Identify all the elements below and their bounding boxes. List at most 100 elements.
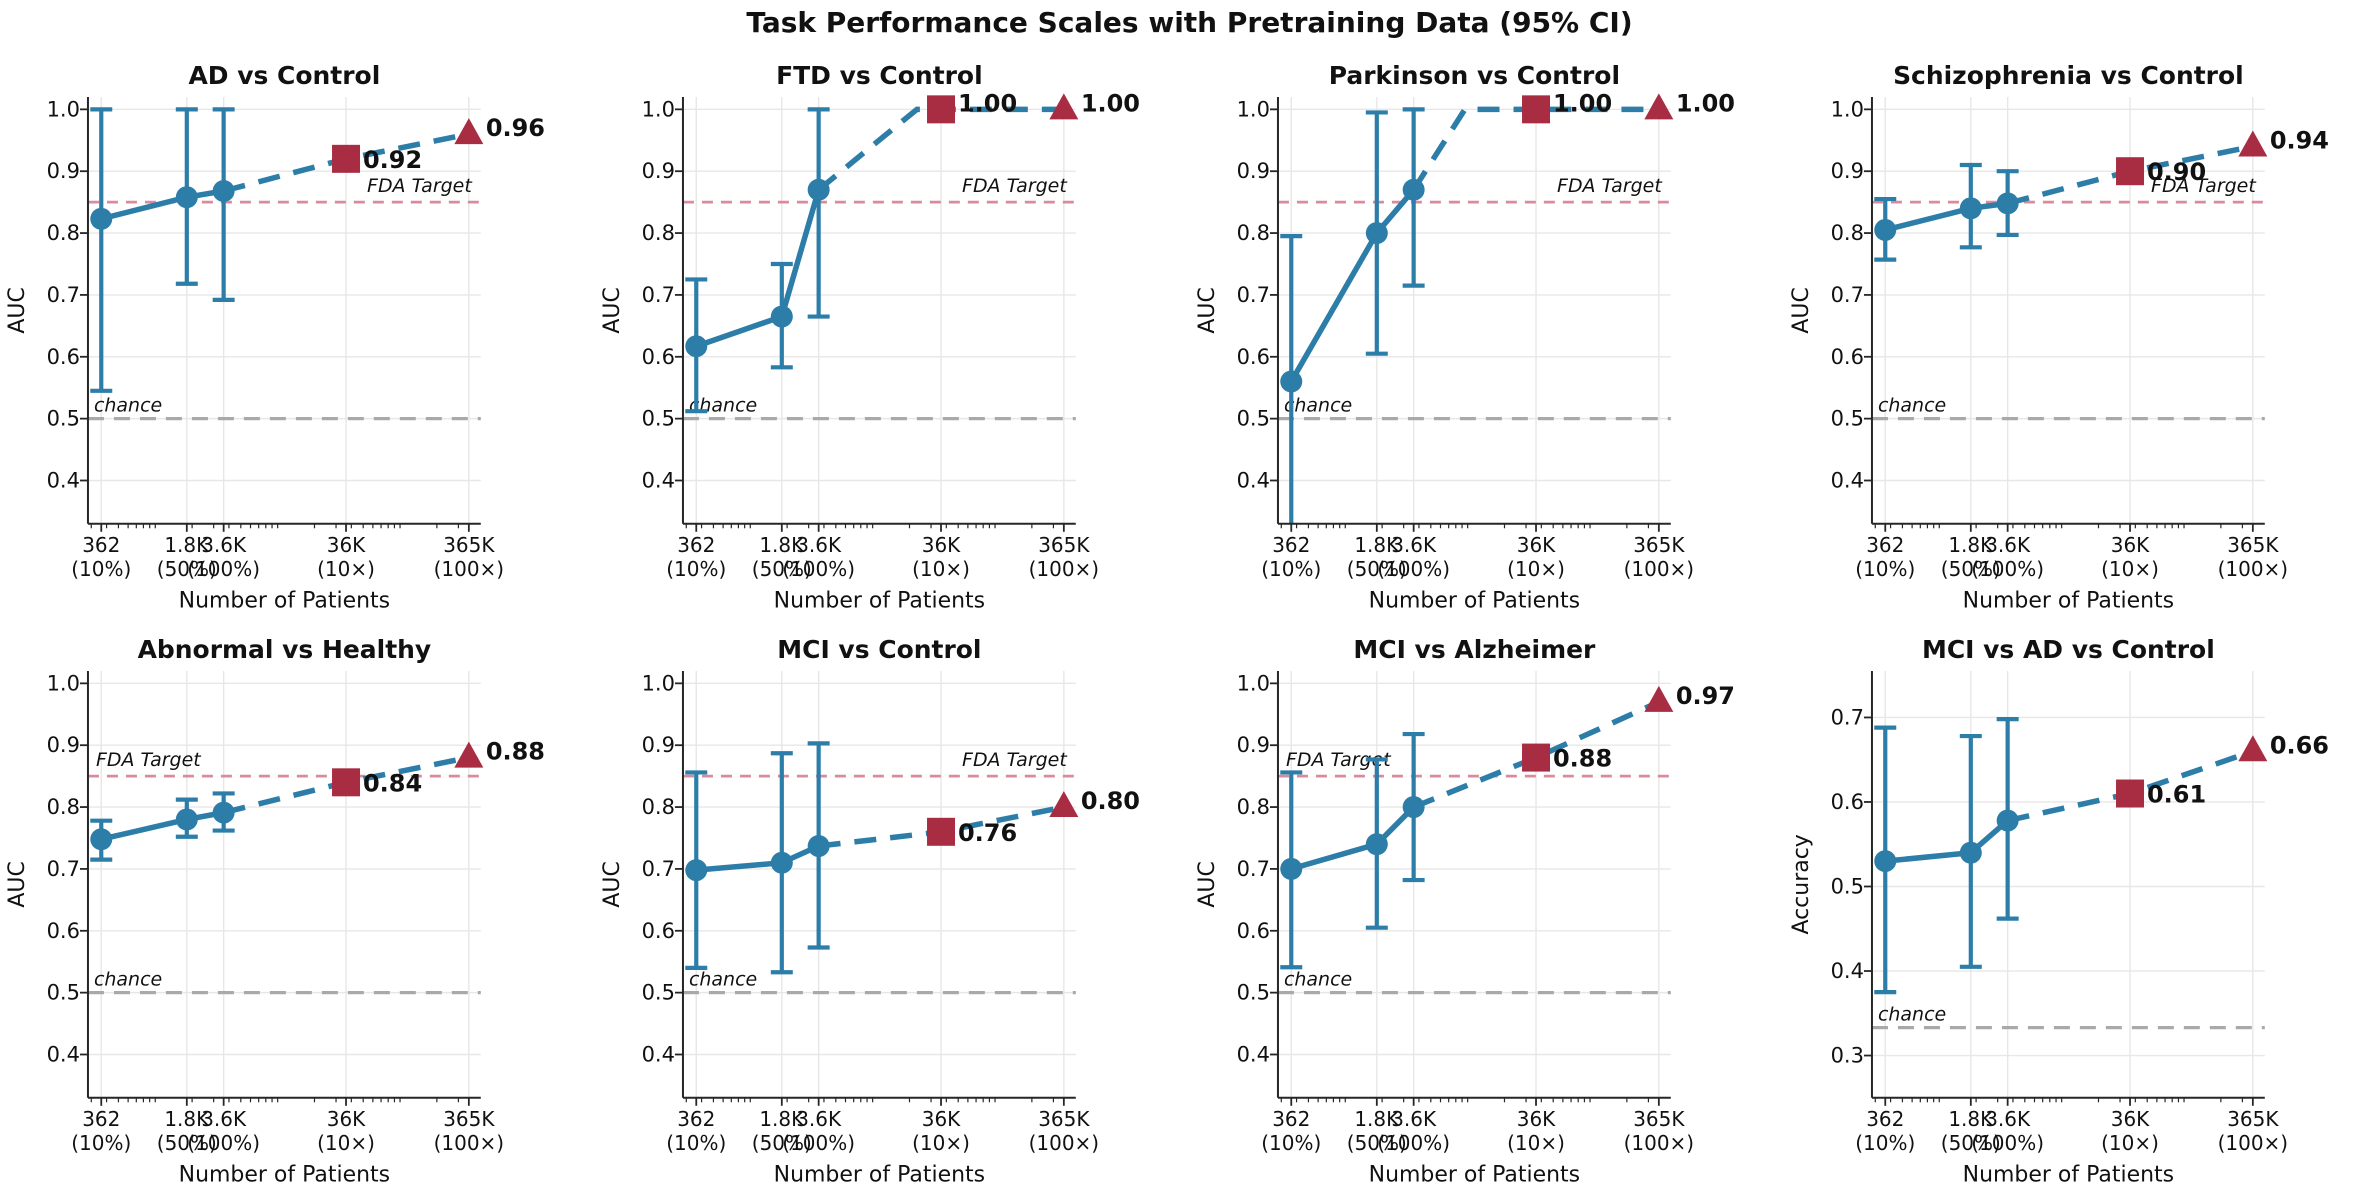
subplot-mci-vs-control: FDA Target chance 0.76 0.80 0.4 0.5 0.6 0.7 0.8 0…: [595, 616, 1190, 1188]
axis-ticks: [79, 108, 470, 532]
measured-point: [175, 808, 198, 831]
chance-label: chance: [94, 395, 162, 417]
y-axis-label: AUC: [5, 287, 30, 333]
x-tick-label-pct: (10×): [1507, 557, 1565, 581]
y-tick-label: 0.7: [1236, 857, 1269, 881]
x-tick-label-count: 362: [82, 1107, 120, 1131]
y-tick-label: 0.5: [641, 980, 674, 1004]
subplot-title: Schizophrenia vs Control: [1893, 61, 2244, 90]
chance-label: chance: [94, 968, 162, 990]
x-tick-label-count: 3.6K: [1391, 1107, 1437, 1131]
y-tick-label: 0.9: [47, 159, 80, 183]
measured-point: [1279, 857, 1302, 880]
x-tick-label-pct: (100×): [1623, 557, 1693, 581]
y-tick-label: 0.7: [47, 283, 80, 307]
measured-point: [1960, 197, 1983, 220]
x-tick-label-pct: (10%): [1261, 1131, 1321, 1155]
measured-point: [685, 335, 708, 358]
y-tick-label: 0.9: [1236, 733, 1269, 757]
x-axis-label: Number of Patients: [773, 1163, 984, 1188]
x-tick-label-count: 36K: [922, 533, 961, 557]
x-tick-label-count: 36K: [327, 533, 366, 557]
y-tick-label: 0.6: [1236, 919, 1269, 943]
x-tick-label-count: 362: [677, 1107, 715, 1131]
x-tick-label-count: 365K: [1038, 533, 1090, 557]
error-bars: [90, 107, 235, 393]
extrapolated-square-marker: [2116, 779, 2145, 808]
extrapolated-square-marker: [1521, 743, 1550, 772]
subplot-title: MCI vs Alzheimer: [1353, 635, 1596, 664]
x-tick-label-count: 1.8K: [164, 1107, 210, 1131]
x-tick-label-count: 365K: [443, 533, 495, 557]
chance-label: chance: [1878, 395, 1946, 417]
measured-line: [693, 843, 822, 873]
x-tick-label-count: 3.6K: [1391, 533, 1437, 557]
extrapolated-value-label: 1.00: [1081, 89, 1140, 117]
extrapolated-value-label: 0.84: [363, 769, 422, 797]
axis-ticks: [1269, 108, 1660, 532]
extrapolated-triangle-marker: [1643, 685, 1673, 712]
measured-point: [1279, 370, 1302, 393]
x-tick-label-count: 36K: [327, 1107, 366, 1131]
extrapolated-value-label: 0.88: [486, 737, 545, 765]
y-tick-label: 0.8: [47, 221, 80, 245]
y-tick-label: 0.5: [1831, 874, 1864, 898]
measured-point: [770, 305, 793, 328]
axis-ticks: [674, 108, 1065, 532]
x-tick-label-count: 365K: [1038, 1107, 1090, 1131]
extrapolated-triangle-marker: [454, 741, 484, 768]
y-tick-label: 0.9: [1236, 159, 1269, 183]
x-axis-label: Number of Patients: [179, 1163, 390, 1188]
y-tick-label: 0.4: [1831, 959, 1864, 983]
gridlines: [1872, 670, 2266, 1098]
x-tick-label-pct: (10%): [71, 557, 131, 581]
measured-point: [212, 801, 235, 824]
subplot-canvas-abnormal-vs-healthy: FDA Target chance 0.84 0.88 0.4 0.5 0.6 0.7 0.8 0…: [5, 635, 545, 1188]
y-tick-label: 1.0: [641, 97, 674, 121]
extrapolated-value-label: 1.00: [1553, 89, 1612, 117]
y-tick-label: 0.4: [1236, 468, 1269, 492]
y-tick-label: 0.4: [47, 1042, 80, 1066]
measured-point: [1365, 832, 1388, 855]
x-tick-label-pct: (10%): [666, 557, 726, 581]
x-tick-label-count: 362: [82, 533, 120, 557]
extrapolated-square-marker: [1521, 95, 1550, 124]
measured-line: [1288, 187, 1416, 385]
x-tick-label-pct: (100×): [434, 557, 504, 581]
subplot-abnormal-vs-healthy: FDA Target chance 0.84 0.88 0.4 0.5 0.6 0.7 0.8 0…: [0, 616, 595, 1188]
extrapolated-triangle-marker: [1049, 790, 1079, 817]
y-axis-label: AUC: [1789, 287, 1814, 333]
x-tick-label-pct: (100×): [434, 1131, 504, 1155]
error-bars: [685, 107, 830, 414]
x-tick-label-count: 365K: [2227, 533, 2279, 557]
measured-point: [1960, 841, 1983, 864]
error-bars: [685, 740, 830, 975]
extrapolated-value-label: 0.76: [958, 819, 1017, 847]
y-tick-label: 1.0: [641, 671, 674, 695]
y-tick-label: 0.6: [1831, 345, 1864, 369]
x-tick-label-count: 36K: [2111, 1107, 2150, 1131]
fda-target-label: FDA Target: [1285, 749, 1391, 771]
y-tick-label: 0.4: [1831, 468, 1864, 492]
extrapolated-value-label: 0.94: [2270, 126, 2329, 154]
x-tick-label-pct: (10×): [912, 557, 970, 581]
y-tick-label: 0.6: [1831, 790, 1864, 814]
x-tick-label-pct: (100×): [1028, 557, 1098, 581]
y-tick-label: 0.7: [1831, 283, 1864, 307]
x-tick-label-pct: (50%): [157, 557, 217, 581]
chance-label: chance: [1283, 395, 1351, 417]
trend-lines: [1288, 699, 1660, 872]
x-axis-label: Number of Patients: [1963, 1163, 2174, 1188]
y-tick-label: 1.0: [47, 671, 80, 695]
extrapolated-value-label: 1.00: [958, 89, 1017, 117]
extrapolated-square-marker: [2116, 157, 2145, 186]
x-tick-label-pct: (100×): [1028, 1131, 1098, 1155]
measured-point: [175, 186, 198, 209]
x-axis-label: Number of Patients: [1368, 589, 1579, 614]
extrapolated-value-label: 0.61: [2147, 780, 2206, 808]
extrapolated-triangle-marker: [2238, 735, 2268, 762]
subplot-canvas-ftd-vs-control: FDA Target chance 1.00 1.00 0.4 0.5 0.6 0.7 0.8 0…: [600, 61, 1140, 614]
y-tick-label: 1.0: [1236, 671, 1269, 695]
x-tick-label-pct: (10%): [1856, 557, 1916, 581]
y-tick-label: 0.5: [47, 407, 80, 431]
